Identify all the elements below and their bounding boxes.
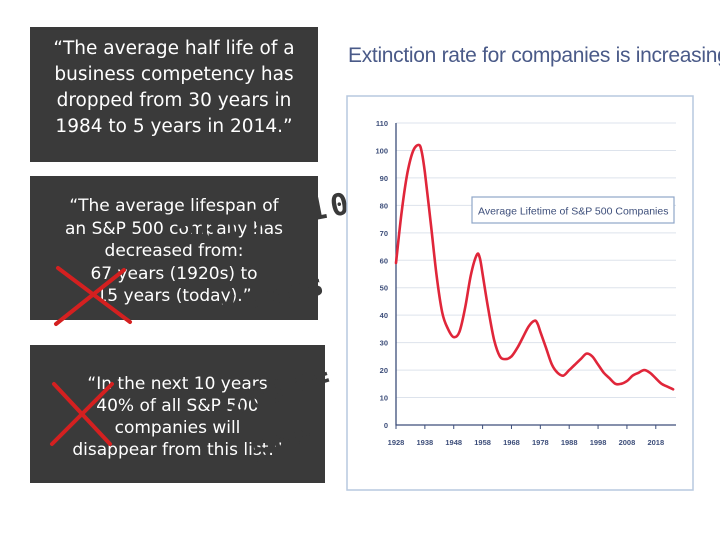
quote-line: “In the next 10 years xyxy=(87,374,268,394)
y-tick-label: 40 xyxy=(380,311,388,320)
quote-line: “The average half life of a xyxy=(53,38,295,59)
y-tick-label: 30 xyxy=(380,339,388,348)
x-tick-label: 1938 xyxy=(417,438,434,447)
y-tick-label: 110 xyxy=(376,119,388,128)
quote-box-disappear: “In the next 10 years 40% of all S&P 500… xyxy=(30,345,325,483)
quote-line: 67 years (1920s) to xyxy=(90,263,258,284)
quote-line: dropped from 30 years in xyxy=(56,90,292,111)
chart-title: Extinction rate for companies is increas… xyxy=(348,44,720,67)
y-tick-label: 90 xyxy=(380,174,388,183)
quote-line: 40% of all S&P 500 xyxy=(96,396,259,416)
x-tick-label: 1988 xyxy=(561,438,578,447)
x-tick-label: 1958 xyxy=(474,438,491,447)
x-axis-labels: 1928 1938 1948 1958 1968 1978 1988 1998 2008 2018 xyxy=(388,425,664,447)
quote-line: business competency has xyxy=(54,64,294,85)
quote-line: 1984 to 5 years in 2014.” xyxy=(55,116,293,137)
x-tick-label: 1998 xyxy=(590,438,607,447)
x-tick-label: 1948 xyxy=(445,438,462,447)
quote-line: companies will xyxy=(114,418,241,438)
quote-line: decreased from: xyxy=(104,241,244,261)
cross-mark-icon xyxy=(54,266,132,326)
y-tick-label: 100 xyxy=(375,146,388,155)
y-tick-label: 50 xyxy=(380,284,388,293)
series-line xyxy=(394,143,675,391)
x-tick-label: 1968 xyxy=(503,438,520,447)
y-tick-label: 20 xyxy=(380,366,388,375)
y-tick-label: 60 xyxy=(380,256,388,265)
y-tick-label: 10 xyxy=(380,394,388,403)
quote-line: 15 years (today).” xyxy=(96,286,252,306)
x-tick-label: 2018 xyxy=(647,438,664,447)
quote-line: disappear from this list.” xyxy=(72,440,283,460)
quote-line: “The average lifespan of xyxy=(69,196,279,216)
legend-label: Average Lifetime of S&P 500 Companies xyxy=(478,206,668,218)
y-tick-label: 70 xyxy=(380,229,388,238)
y-axis-labels: 0 10 20 30 40 50 60 70 80 90 100 110 xyxy=(375,119,388,430)
quote-line: an S&P 500 company has xyxy=(65,218,283,239)
y-tick-label: 0 xyxy=(384,421,388,430)
cross-mark-icon xyxy=(50,382,114,446)
x-tick-label: 1978 xyxy=(532,438,549,447)
y-tick-label: 80 xyxy=(380,201,388,210)
x-tick-label: 1928 xyxy=(388,438,405,447)
x-tick-label: 2008 xyxy=(619,438,636,447)
chart-frame xyxy=(346,95,694,491)
quote-box-half-life: “The average half life of a business com… xyxy=(30,27,318,162)
legend-box xyxy=(471,196,675,224)
quote-box-lifespan: “The average lifespan of an S&P 500 comp… xyxy=(30,176,318,320)
